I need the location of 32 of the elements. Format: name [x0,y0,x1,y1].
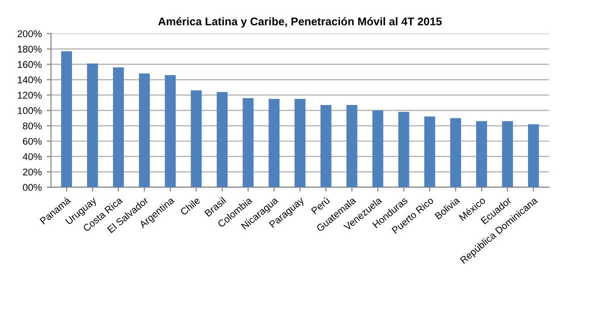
y-tick-label: 100% [18,107,42,114]
bar [216,92,228,188]
x-tick-label: Chile [180,196,201,216]
bar [320,105,332,188]
bar [138,74,150,188]
bar [87,64,98,188]
y-tick-label: 120% [18,92,42,99]
bar [398,112,410,188]
bar [528,124,539,188]
y-tick-label: 00% [22,184,42,191]
bar [372,110,384,188]
bar [476,121,488,188]
bar [61,51,72,188]
y-tick-label: 80% [22,122,42,130]
y-tick-label: 40% [22,153,42,160]
bar [346,105,358,188]
bar [112,67,124,188]
bar [242,98,254,188]
y-tick-label: 160% [18,61,42,68]
y-tick-label: 200% [18,30,42,38]
y-tick-label: 20% [23,168,42,176]
bar [424,116,436,188]
bar [294,98,306,188]
chart-title: América Latina y Caribe, Penetración Móvil al 4T 2015 [158,17,442,28]
bar [268,98,280,188]
bar [190,90,202,188]
bar [450,118,462,188]
y-tick-label: 180% [18,46,42,53]
bar [502,121,513,188]
bar [164,75,176,188]
y-tick-label: 60% [23,138,42,145]
y-tick-label: 140% [18,76,42,84]
